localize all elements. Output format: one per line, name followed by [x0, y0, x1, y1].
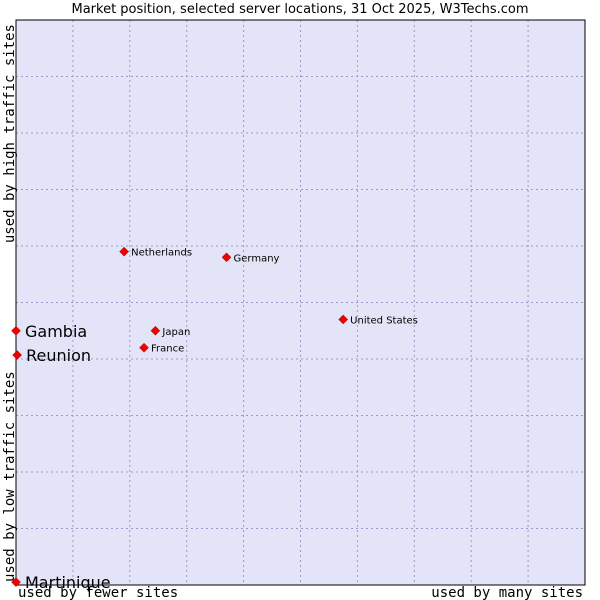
- chart-title: Market position, selected server locatio…: [71, 2, 529, 17]
- data-label-gambia: Gambia: [25, 322, 87, 341]
- data-point-france: [139, 342, 149, 353]
- data-point-united-states: [338, 314, 349, 325]
- data-point-japan: [150, 325, 161, 336]
- data-points: Netherlands Germany United States Japan Fran…: [11, 246, 418, 592]
- data-label-france: France: [151, 344, 184, 355]
- data-point-germany: [221, 252, 232, 263]
- data-point-netherlands: [119, 246, 129, 257]
- data-label-martinique: Martinique: [25, 573, 111, 592]
- data-point-reunion: [12, 350, 22, 360]
- data-label-japan: Japan: [161, 327, 190, 338]
- y-axis-label-top: used by high traffic sites: [2, 24, 18, 243]
- data-point-martinique: [11, 577, 21, 588]
- y-axis-label-bottom: used by low traffic sites: [2, 371, 18, 582]
- grid: [16, 20, 585, 585]
- data-label-netherlands: Netherlands: [131, 248, 192, 259]
- data-label-united-states: United States: [350, 315, 418, 326]
- x-axis-label-right: used by many sites: [431, 585, 583, 600]
- data-label-reunion: Reunion: [26, 346, 91, 365]
- data-point-gambia: [11, 325, 21, 336]
- x-axis-label-left: used by fewer sites: [18, 585, 178, 600]
- plot-border: [15, 19, 586, 586]
- data-label-germany: Germany: [234, 253, 280, 264]
